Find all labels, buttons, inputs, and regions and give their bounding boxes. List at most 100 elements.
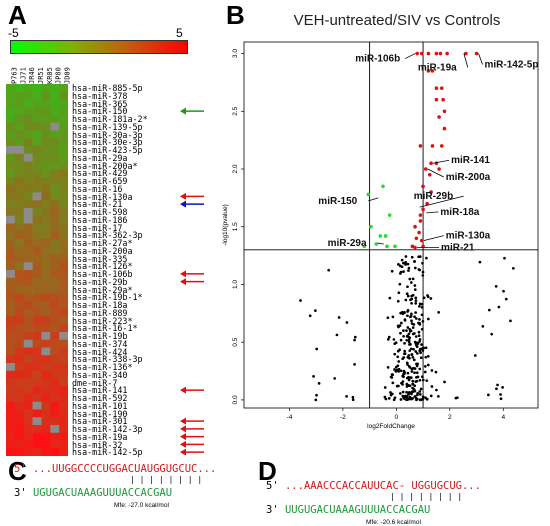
heatmap-arrow [180,417,204,425]
heatmap-cell [41,231,51,240]
y-tick-label: 0.5 [232,337,239,346]
heatmap-cell [32,425,42,434]
heatmap-cell [14,378,25,387]
data-point-up [441,97,445,102]
heatmap-cell [14,417,25,426]
heatmap-cell [23,440,33,449]
heatmap-cell [32,99,42,108]
data-point-ns [420,306,424,309]
data-point-ns [414,299,418,303]
data-point-ns [410,370,414,373]
heatmap-cell [41,84,51,93]
heatmap-cell [23,285,33,294]
heatmap-arrow [180,278,204,286]
heatmap-cell [32,184,42,193]
data-point-ns [413,288,417,291]
data-point-ns [386,316,390,320]
svg-text:miR-141: miR-141 [451,155,490,166]
data-point-ns [430,385,434,388]
heatmap-cell [6,363,16,372]
data-point-ns [422,296,426,300]
mirna-label: hsa-miR-16 [72,183,123,194]
data-point-ns [391,315,395,319]
data-point-down [381,184,385,189]
data-point-ns [419,347,422,351]
heatmap-cell [23,115,33,124]
mirna-label: hsa-miR-21 [72,199,123,210]
mirna-label: hsa-miR-27a* [72,238,133,248]
data-point-ns [396,355,400,359]
heatmap-cell [23,239,33,248]
data-point-ns [396,299,400,303]
data-point-ns [495,387,498,391]
data-point-ns [421,378,425,382]
heatmap-cell [41,355,51,364]
heatmap-cell [59,254,68,263]
data-point-up [418,219,423,223]
data-point-ns [418,340,421,343]
heatmap-cell [50,161,60,170]
sample-labels: P763 JJ71 JR46 JR51 KR05 JP80 JD09 [10,67,71,84]
data-point-ns [412,358,416,362]
data-point-ns [407,364,411,368]
heatmap-cell [23,107,33,116]
data-point-ns [454,396,458,400]
heatmap-cell [50,370,60,379]
heatmap-cell [23,417,33,426]
heatmap-cell [59,440,68,449]
heatmap-cell [41,184,51,193]
y-tick-label: 0.0 [232,395,239,404]
data-point-ns [399,331,402,335]
heatmap-cell [59,153,68,162]
data-point-ns [408,343,411,346]
data-point-ns [504,297,508,301]
heatmap-cell [32,409,42,418]
data-point-ns [314,309,317,312]
heatmap-cell [23,316,33,325]
heatmap-arrow [180,107,204,115]
mirna-label: hsa-miR-181a-2* [72,114,148,124]
heatmap-cell [50,440,60,449]
data-point-down [393,244,397,249]
plot-frame [243,41,539,409]
heatmap-cell [14,363,25,372]
mirna-label: hsa-miR-29a* [72,284,133,295]
data-point-ns [423,370,427,374]
data-point-ns [405,376,409,380]
data-point-ns [393,368,396,371]
data-point-ns [420,375,424,379]
data-point-ns [314,398,318,402]
heatmap-cell [41,99,51,108]
data-point-ns [424,355,428,359]
data-point-ns [426,354,430,358]
heatmap-cell [50,169,60,178]
heatmap-cell [23,99,33,108]
data-point-up [413,245,417,250]
data-point-ns [421,261,424,265]
heatmap-cell [41,146,51,155]
seq-d-mfe: Mfe: -20.6 kcal/mol [366,519,421,526]
color-scale-bar [10,40,188,54]
data-point-ns [407,340,411,344]
mirna-label: hsa-miR-365 [72,98,128,109]
data-point-ns [421,274,425,277]
data-point-ns [435,388,438,392]
heatmap-cell [41,254,51,263]
x-tick-label: 2 [448,414,452,421]
data-point-ns [405,385,409,388]
heatmap-cell [6,254,16,263]
heatmap-cell [14,177,25,186]
heatmap-cell [41,332,51,341]
heatmap-cell [14,161,25,170]
data-point-ns [351,398,355,402]
data-point-ns [413,332,416,335]
heatmap-cell [23,200,33,209]
mirna-label: hsa-miR-16-1* [72,323,138,334]
heatmap-cell [23,161,33,170]
heatmap-cell [50,153,60,162]
heatmap-cell [23,401,33,410]
mirna-label: hsa-miR-17 [72,222,123,233]
data-point-ns [409,347,413,351]
heatmap-cell [32,270,42,279]
panel-d-label: D [258,456,277,486]
